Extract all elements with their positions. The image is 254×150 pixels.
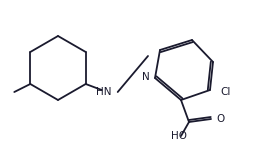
Text: N: N [142, 72, 150, 82]
Text: HO: HO [171, 131, 187, 141]
Text: HN: HN [96, 87, 112, 97]
Text: Cl: Cl [220, 87, 230, 97]
Text: O: O [216, 114, 224, 124]
